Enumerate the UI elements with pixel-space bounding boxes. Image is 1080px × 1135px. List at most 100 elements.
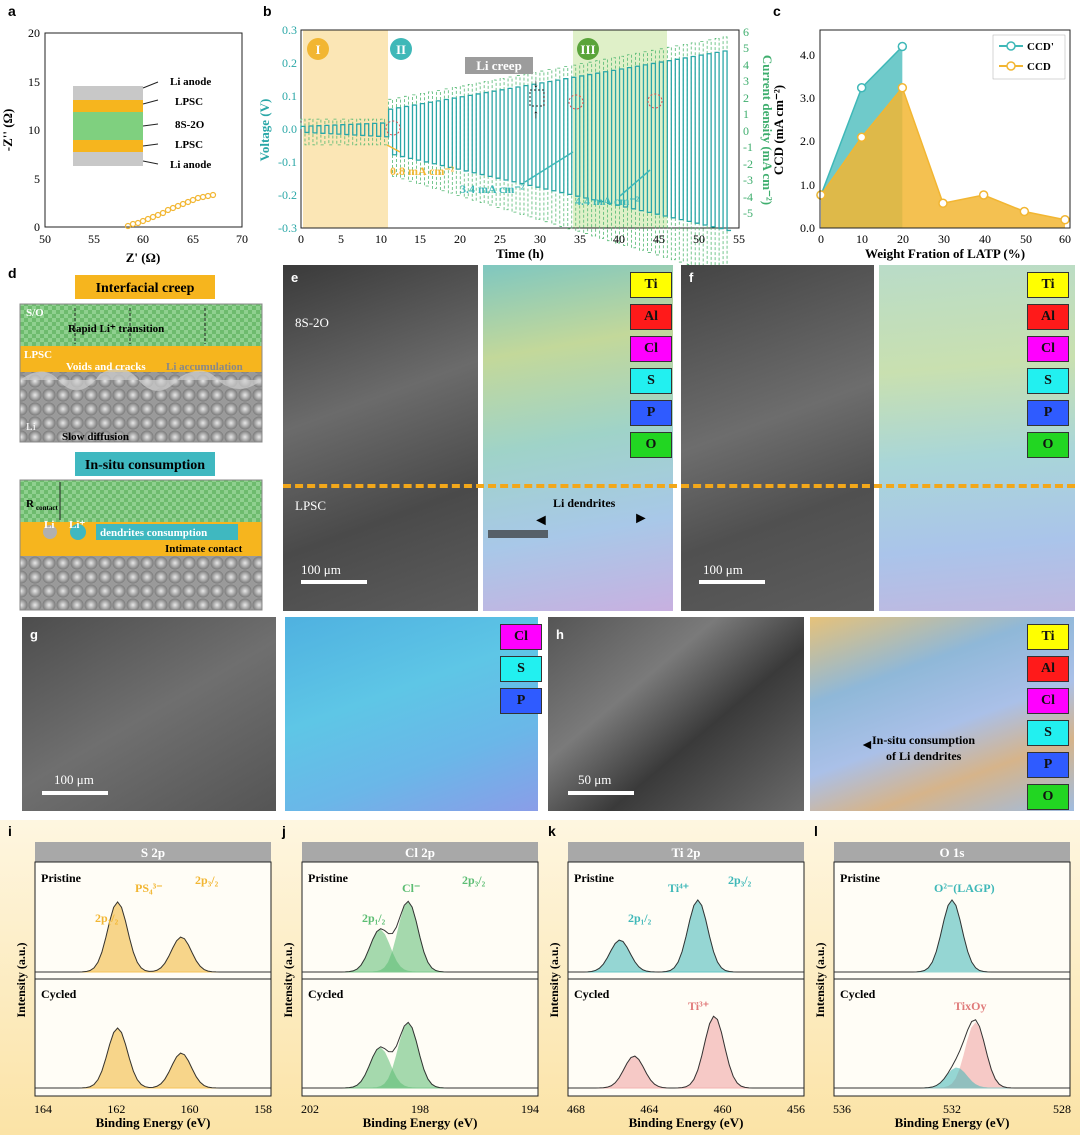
svg-text:2p₃/₂: 2p₃/₂	[462, 873, 486, 887]
eds-legend-s: S	[1027, 368, 1069, 394]
xps-panels: i j k l S 2p Pristine Cycled 164 162 160 158 Bi…	[8, 823, 1071, 1130]
svg-text:-3: -3	[743, 173, 753, 187]
svg-text:1: 1	[743, 107, 749, 121]
eds-legend-cl: Cl	[1027, 336, 1069, 362]
panel-b-ylabel-left: Voltage (V)	[257, 99, 272, 162]
consumption-schematic	[19, 479, 263, 611]
svg-text:f: f	[689, 270, 694, 285]
eds-legend-s: S	[630, 368, 672, 394]
svg-text:TixOy: TixOy	[954, 999, 986, 1013]
panel-c-ylabel: CCD (mA cm⁻²)	[771, 85, 786, 175]
svg-text:536: 536	[833, 1102, 851, 1116]
svg-text:45: 45	[653, 232, 665, 246]
li-ion-icon	[70, 524, 86, 540]
interface-line	[283, 484, 1075, 488]
eds-legend-o: O	[630, 432, 672, 458]
svg-text:dendrites consumption: dendrites consumption	[100, 527, 207, 539]
svg-text:LPSC: LPSC	[175, 139, 203, 151]
svg-text:-1: -1	[743, 140, 753, 154]
svg-text:100 μm: 100 μm	[703, 562, 743, 577]
li-creep-badge	[465, 57, 533, 74]
arrow-left-icon: ◄	[860, 738, 874, 753]
svg-text:LPSC: LPSC	[175, 96, 203, 108]
sem-image-h: h 50 μm	[548, 617, 804, 811]
svg-text:Li accumulation: Li accumulation	[166, 361, 243, 373]
eds-legend-h: Ti Al Cl S P O	[1027, 624, 1069, 816]
panel-a-x-ticks: 50 55 60 65 70	[39, 232, 248, 246]
eds-legend-e: Ti Al Cl S P O	[630, 272, 672, 464]
svg-text:2p₃/₂: 2p₃/₂	[728, 873, 752, 887]
svg-text:35: 35	[574, 232, 586, 246]
eds-legend-al: Al	[1027, 656, 1069, 682]
svg-text:2: 2	[743, 91, 749, 105]
svg-text:194: 194	[521, 1102, 539, 1116]
xps-title-i: S 2p	[141, 845, 165, 860]
svg-text:-0.1: -0.1	[278, 155, 297, 169]
li-dendrites-label: Li dendrites	[553, 496, 616, 510]
creep-markers	[385, 93, 663, 136]
panel-label-c: c	[773, 3, 781, 19]
sem-image-g: g 100 μm	[22, 617, 276, 811]
creep-arrow-down-icon: ↓	[533, 76, 539, 90]
point-ccd-1	[856, 132, 867, 142]
svg-text:50 μm: 50 μm	[578, 772, 611, 787]
voltage-profile	[300, 36, 732, 270]
diffusion-arrows	[74, 308, 206, 344]
creep-arrow-up-icon: ↑	[533, 107, 539, 121]
svg-text:3.0: 3.0	[800, 91, 815, 105]
svg-text:4.0: 4.0	[800, 48, 815, 62]
point-ccd-prime-1	[856, 83, 867, 93]
svg-text:20: 20	[28, 26, 40, 40]
svg-text:100 μm: 100 μm	[301, 562, 341, 577]
sem-image-f: f 100 μm	[681, 265, 874, 611]
svg-text:100 μm: 100 μm	[54, 772, 94, 787]
eds-legend-cl: Cl	[1027, 688, 1069, 714]
svg-text:15: 15	[28, 75, 40, 89]
eds-legend-p: P	[500, 688, 542, 714]
svg-text:50: 50	[1020, 232, 1032, 246]
svg-text:Pristine: Pristine	[840, 871, 881, 885]
svg-text:h: h	[556, 627, 564, 642]
panel-a-y-ticks: 0 5 10 15 20	[28, 26, 40, 234]
stage-iii-label: III	[580, 42, 595, 57]
svg-text:-0.3: -0.3	[278, 221, 297, 235]
stage-ii-marker	[390, 38, 412, 60]
svg-text:30: 30	[534, 232, 546, 246]
svg-text:10: 10	[856, 232, 868, 246]
svg-text:162: 162	[107, 1102, 125, 1116]
legend-ccd: CCD	[1027, 61, 1051, 73]
svg-text:65: 65	[187, 232, 199, 246]
svg-text:Cycled: Cycled	[840, 987, 876, 1001]
svg-text:8S-2O: 8S-2O	[175, 119, 205, 131]
svg-text:Cycled: Cycled	[574, 987, 610, 1001]
svg-text:Li anode: Li anode	[170, 159, 211, 171]
svg-text:60: 60	[137, 232, 149, 246]
svg-text:Intimate contact: Intimate contact	[165, 543, 243, 555]
eds-legend-s: S	[1027, 720, 1069, 746]
panel-b-ylabel-right: Current density (mA cm⁻²)	[760, 55, 775, 205]
svg-text:e: e	[291, 270, 298, 285]
svg-text:2p₁/₂: 2p₁/₂	[362, 911, 386, 925]
eds-legend-p: P	[1027, 752, 1069, 778]
svg-text:Binding Energy (eV): Binding Energy (eV)	[363, 1115, 478, 1130]
panel-b: b 0 5 10 15 20 25 30 35 40 45 50 55 -0.3…	[257, 3, 775, 270]
panel-label-a: a	[8, 3, 16, 19]
xps-header-k	[568, 842, 804, 862]
current-annotation-4-4: 4.4 mA cm⁻²	[575, 194, 640, 208]
svg-text:1.0: 1.0	[800, 178, 815, 192]
svg-text:20: 20	[454, 232, 466, 246]
in-situ-header	[75, 452, 215, 476]
svg-text:40: 40	[979, 232, 991, 246]
voltage-series	[300, 50, 732, 232]
xps-header-i	[35, 842, 271, 862]
xps-title-k: Ti 2p	[671, 845, 700, 860]
svg-text:460: 460	[714, 1102, 732, 1116]
xps-title-j: Cl 2p	[405, 845, 435, 860]
svg-text:Interfacial creep: Interfacial creep	[96, 281, 195, 296]
svg-text:In-situ consumption: In-situ consumption	[85, 458, 205, 473]
svg-text:20: 20	[897, 232, 909, 246]
stage-i-marker	[307, 38, 329, 60]
xps-header-l	[834, 842, 1070, 862]
point-ccd-4	[978, 190, 989, 200]
panel-label-d: d	[8, 265, 17, 281]
